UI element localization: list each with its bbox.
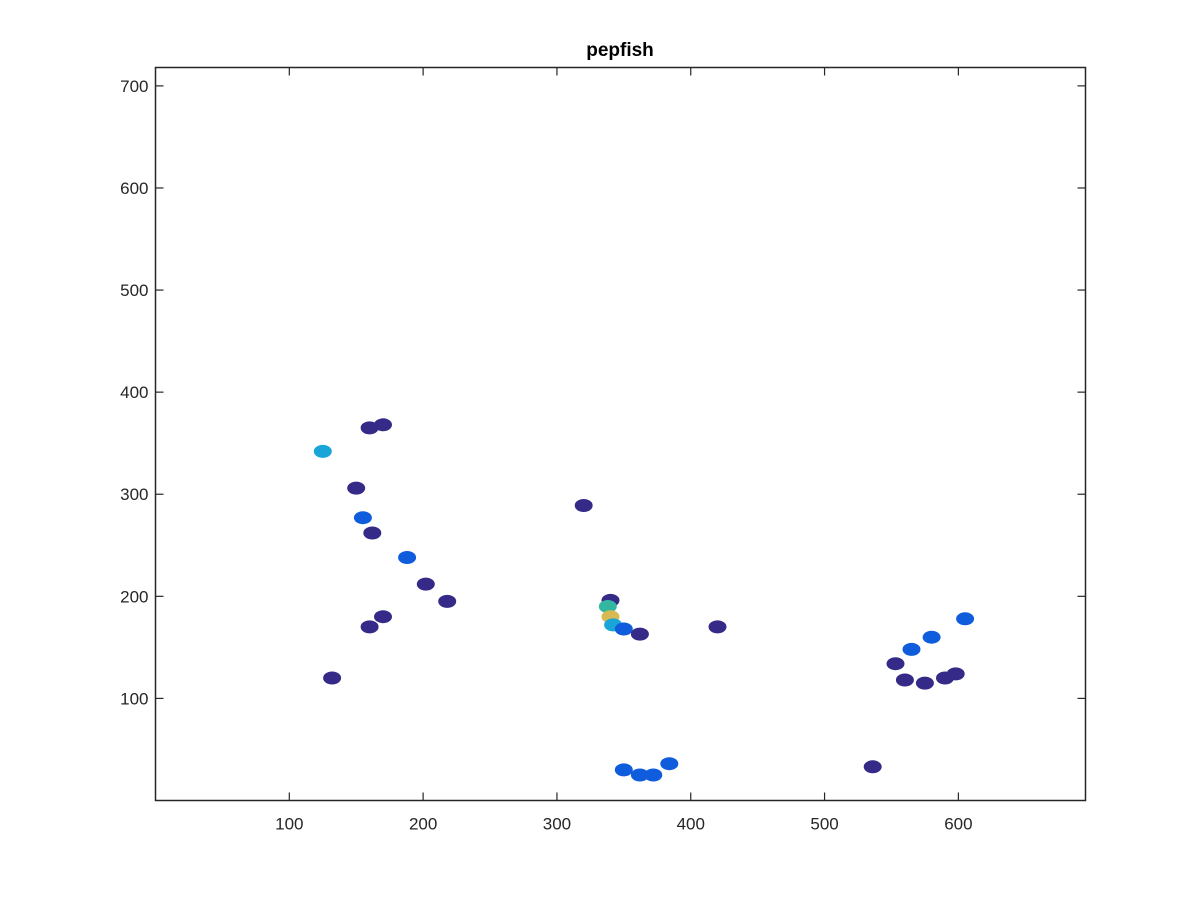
data-point bbox=[398, 551, 417, 564]
data-marks bbox=[313, 418, 975, 782]
data-point bbox=[438, 594, 457, 608]
data-point bbox=[895, 673, 914, 687]
data-point bbox=[630, 768, 649, 782]
data-point bbox=[313, 444, 332, 458]
data-point bbox=[323, 671, 342, 685]
chart-title: pepfish bbox=[586, 40, 654, 61]
data-point bbox=[374, 610, 392, 624]
y-tick-label: 700 bbox=[120, 77, 148, 96]
data-point bbox=[644, 768, 663, 782]
y-tick-label: 500 bbox=[120, 281, 148, 300]
x-tick-label: 400 bbox=[677, 815, 705, 834]
x-tick-label: 300 bbox=[543, 815, 571, 834]
data-point bbox=[946, 667, 965, 681]
y-tick-label: 600 bbox=[120, 179, 148, 198]
data-point bbox=[416, 577, 435, 591]
data-point bbox=[915, 676, 934, 690]
data-point bbox=[363, 526, 382, 540]
data-point bbox=[660, 757, 679, 771]
data-point bbox=[353, 511, 372, 525]
plot-box bbox=[154, 66, 1087, 802]
data-point bbox=[886, 657, 905, 671]
data-point bbox=[598, 600, 617, 613]
data-point bbox=[360, 620, 379, 634]
y-tick-label: 100 bbox=[120, 689, 148, 708]
x-tick-label: 100 bbox=[275, 815, 303, 834]
y-tick-label: 200 bbox=[120, 587, 148, 606]
data-point bbox=[708, 620, 727, 634]
data-point bbox=[614, 622, 633, 636]
y-tick-label: 400 bbox=[120, 383, 148, 402]
data-point bbox=[956, 612, 975, 626]
data-point bbox=[902, 642, 921, 656]
data-point bbox=[863, 760, 882, 774]
data-point bbox=[347, 481, 366, 495]
data-point bbox=[922, 630, 941, 644]
axis-ticks: 100 200 300 400 500 600 100 200 300 400 500 600 700 bbox=[120, 67, 1086, 834]
data-point bbox=[374, 418, 392, 432]
data-point bbox=[630, 627, 649, 641]
x-tick-label: 500 bbox=[810, 815, 838, 834]
data-point bbox=[574, 499, 593, 512]
x-tick-label: 200 bbox=[409, 815, 437, 834]
y-tick-label: 300 bbox=[120, 485, 148, 504]
data-point bbox=[614, 763, 633, 777]
x-tick-label: 600 bbox=[944, 815, 972, 834]
